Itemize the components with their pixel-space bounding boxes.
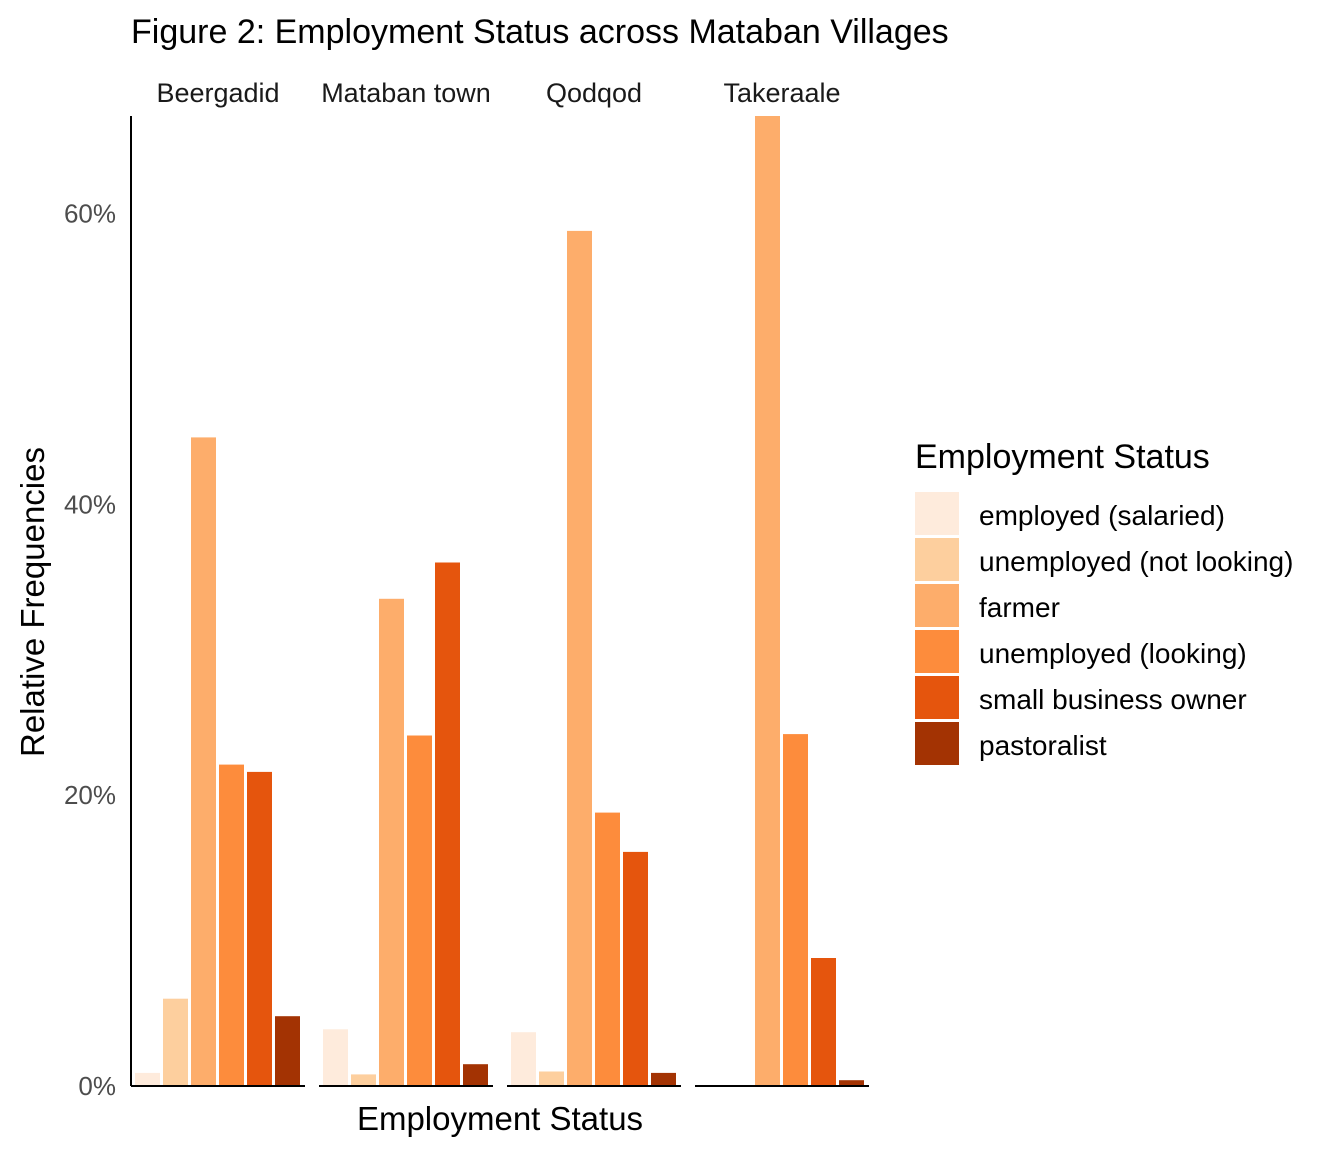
bar-unemployed-not-looking <box>163 998 188 1086</box>
y-tick-label: 20% <box>64 780 116 810</box>
legend-label: unemployed (looking) <box>979 638 1247 669</box>
facet-label: Beergadid <box>156 78 279 108</box>
bar-unemployed-looking <box>783 734 808 1086</box>
facet-label: Takeraale <box>723 78 840 108</box>
bar-employed-salaried <box>511 1032 536 1086</box>
chart-title: Figure 2: Employment Status across Matab… <box>131 13 949 51</box>
y-axis-title: Relative Frequencies <box>14 447 51 757</box>
facet-strips: Beergadid Mataban town Qodqod Takeraale <box>156 78 840 108</box>
bar-farmer <box>191 437 216 1086</box>
bar-employed-salaried <box>135 1072 160 1086</box>
bar-pastoralist <box>651 1072 676 1086</box>
bar-unemployed-looking <box>219 764 244 1086</box>
facet-label: Qodqod <box>546 78 642 108</box>
legend-label: farmer <box>979 592 1060 623</box>
legend: Employment Status employed (salaried) une… <box>915 438 1293 765</box>
legend-key <box>915 722 959 765</box>
bar-small-business-owner <box>247 771 272 1086</box>
bar-small-business-owner <box>811 958 836 1086</box>
bar-farmer <box>755 116 780 1086</box>
bar-farmer <box>567 230 592 1086</box>
y-tick-label: 60% <box>64 198 116 228</box>
legend-label: unemployed (not looking) <box>979 546 1293 577</box>
bar-unemployed-looking <box>595 812 620 1086</box>
legend-key <box>915 584 959 627</box>
bars <box>135 116 864 1086</box>
legend-label: small business owner <box>979 684 1247 715</box>
legend-label: pastoralist <box>979 730 1107 761</box>
bar-employed-salaried <box>323 1029 348 1086</box>
legend-key <box>915 630 959 673</box>
y-tick-label: 0% <box>78 1071 116 1101</box>
bar-pastoralist <box>839 1080 864 1086</box>
legend-key <box>915 538 959 581</box>
bar-unemployed-looking <box>407 735 432 1086</box>
bar-unemployed-not-looking <box>351 1074 376 1086</box>
x-axis-title: Employment Status <box>357 1100 643 1137</box>
bar-unemployed-not-looking <box>539 1071 564 1086</box>
axes: 0% 20% 40% 60% <box>64 116 869 1101</box>
y-tick-label: 40% <box>64 489 116 519</box>
legend-label: employed (salaried) <box>979 500 1225 531</box>
bar-farmer <box>379 598 404 1086</box>
legend-key <box>915 676 959 719</box>
legend-key <box>915 492 959 535</box>
facet-label: Mataban town <box>321 78 491 108</box>
bar-pastoralist <box>463 1064 488 1086</box>
bar-pastoralist <box>275 1016 300 1086</box>
legend-title: Employment Status <box>915 438 1210 476</box>
bar-small-business-owner <box>435 562 460 1086</box>
bar-small-business-owner <box>623 851 648 1086</box>
